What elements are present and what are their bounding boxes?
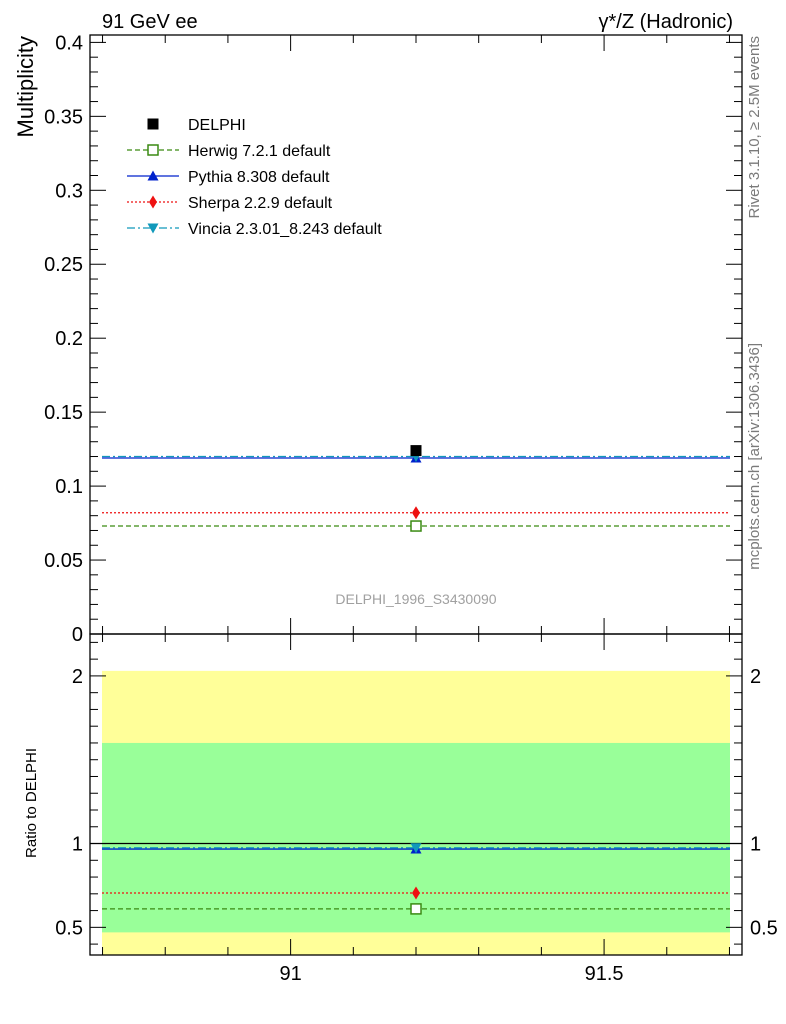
legend-label: Herwig 7.2.1 default <box>188 143 331 160</box>
legend-marker <box>147 144 159 156</box>
data-point-delphi <box>410 445 422 457</box>
y-tick-label: 0.15 <box>44 402 83 424</box>
y-tick-label: 1 <box>72 834 83 856</box>
mcplots-label: mcplots.cern.ch [arXiv:1306.3436] <box>746 343 763 570</box>
y-tick-label-right: 2 <box>750 666 761 688</box>
main-series <box>102 445 730 532</box>
x-tick-label: 91 <box>279 963 301 985</box>
band-1-sigma <box>102 742 730 933</box>
legend-item-sherpa-2-2-9-default: Sherpa 2.2.9 default <box>127 195 333 212</box>
legend-label: Pythia 8.308 default <box>188 169 330 186</box>
legend-item-vincia-2-3-01-8-243-default: Vincia 2.3.01_8.243 default <box>127 221 382 238</box>
ratio-ylabel: Ratio to DELPHI <box>23 748 40 858</box>
x-tick-label: 91.5 <box>585 963 624 985</box>
header-right: γ*/Z (Hadronic) <box>599 11 733 33</box>
y-tick-label: 0 <box>72 624 83 646</box>
analysis-watermark: DELPHI_1996_S3430090 <box>335 591 496 607</box>
rivet-label: Rivet 3.1.10, ≥ 2.5M events <box>746 36 763 219</box>
main-ylabel: Multiplicity <box>13 36 38 137</box>
legend: DELPHI Herwig 7.2.1 default Pythia 8.308 d… <box>127 117 382 238</box>
y-tick-label-right: 0.5 <box>750 917 778 939</box>
legend-marker <box>147 118 159 130</box>
legend-label: Vincia 2.3.01_8.243 default <box>188 221 382 238</box>
legend-marker <box>149 195 157 209</box>
legend-item-delphi: DELPHI <box>147 117 246 134</box>
legend-item-herwig-7-2-1-default: Herwig 7.2.1 default <box>127 143 331 160</box>
legend-label: Sherpa 2.2.9 default <box>188 195 333 212</box>
y-tick-label: 0.25 <box>44 254 83 276</box>
series-marker-vincia-2-3-01-8-243-default <box>410 843 422 854</box>
y-tick-label: 0.2 <box>55 328 83 350</box>
y-tick-label: 2 <box>72 666 83 688</box>
y-tick-label: 0.05 <box>44 550 83 572</box>
y-tick-label: 0.4 <box>55 32 83 54</box>
legend-item-pythia-8-308-default: Pythia 8.308 default <box>127 169 330 186</box>
y-tick-label: 0.5 <box>55 917 83 939</box>
series-marker-herwig-7-2-1-default <box>410 520 422 532</box>
ratio-series <box>90 842 742 915</box>
legend-label: DELPHI <box>188 117 246 134</box>
y-tick-label: 0.1 <box>55 476 83 498</box>
header-left: 91 GeV ee <box>102 11 198 33</box>
y-tick-label: 0.3 <box>55 180 83 202</box>
main-axes: 0 0.05 0.1 0.15 0.2 0.25 0.3 0.35 0.4 <box>44 32 743 646</box>
y-tick-label-right: 1 <box>750 834 761 856</box>
legend-marker <box>147 170 159 181</box>
ratio-bands <box>102 670 730 955</box>
legend-marker <box>147 223 159 234</box>
series-marker-herwig-7-2-1-default <box>410 903 422 915</box>
series-marker-sherpa-2-2-9-default <box>412 506 420 520</box>
y-tick-label: 0.35 <box>44 106 83 128</box>
series-marker-sherpa-2-2-9-default <box>412 886 420 900</box>
